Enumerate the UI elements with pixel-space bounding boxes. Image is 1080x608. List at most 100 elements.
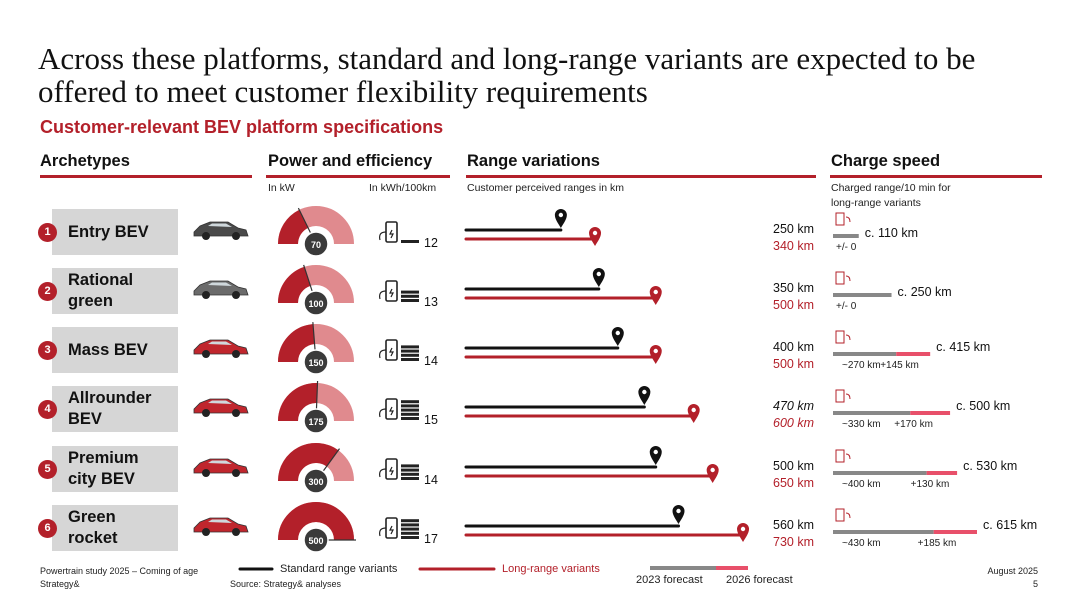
row-number-badge: 3	[38, 341, 57, 360]
charge-pictogram-icon	[835, 508, 845, 522]
archetype-name-line-1: Entry BEV	[68, 223, 149, 241]
power-gauge-fill	[278, 324, 316, 363]
long-range-pin-hole	[592, 230, 598, 236]
archetype-label: Entry BEV	[68, 222, 149, 243]
range-note: Customer perceived ranges in km	[467, 182, 624, 194]
charger-cable-icon	[379, 527, 387, 537]
charger-cable-icon	[379, 349, 387, 359]
efficiency-bar	[401, 299, 419, 302]
standard-range-pin-body	[638, 386, 651, 405]
charge-base-label: +/- 0	[836, 301, 857, 312]
standard-range-pin	[554, 209, 567, 228]
charger-bolt-icon	[389, 466, 394, 476]
charge-pictogram-cable-icon	[845, 393, 851, 400]
car-icon-window	[208, 460, 232, 464]
long-range-pin-hole	[710, 467, 715, 473]
power-gauge-hub	[303, 468, 329, 494]
charge-add-label: +185 km	[918, 538, 957, 549]
charger-bolt-icon	[389, 229, 394, 239]
car-icon-wheel-rear	[232, 232, 240, 240]
power-gauge-fill	[278, 209, 309, 245]
charger-bolt-icon	[389, 525, 394, 535]
archetype-box	[52, 446, 178, 492]
car-icon	[193, 280, 249, 299]
car-icon-wheel-front	[202, 469, 210, 477]
efficiency-value: 12	[424, 236, 438, 250]
archetype-box	[52, 268, 178, 314]
efficiency-bar	[401, 290, 419, 294]
header-divider-power	[266, 175, 450, 178]
header-archetypes: Archetypes	[40, 152, 130, 170]
archetype-name-line-1: Rational	[68, 271, 134, 289]
archetype-name-line-1: Mass BEV	[68, 341, 148, 359]
row-number-badge: 6	[38, 519, 57, 538]
efficiency-bar	[401, 358, 419, 361]
charge-total-value: c. 250 km	[898, 285, 952, 299]
archetype-label: Mass BEV	[68, 340, 148, 361]
legend-long-label: Long-range variants	[502, 563, 600, 575]
long-range-value: 500 km	[773, 357, 814, 371]
archetype-label: Green rocket	[68, 507, 118, 549]
long-range-pin	[706, 464, 719, 483]
header-divider-archetypes	[40, 175, 252, 178]
standard-range-pin	[592, 268, 605, 287]
car-icon-window	[208, 519, 232, 523]
row-number-badge: 1	[38, 223, 57, 242]
charger-bolt-icon	[389, 347, 394, 357]
long-range-pin-body	[589, 227, 602, 246]
footer-study: Powertrain study 2025 – Coming of age	[40, 566, 199, 576]
archetype-name-line-1: Premium	[68, 449, 139, 467]
header-charge: Charge speed	[831, 152, 941, 170]
long-range-value: 340 km	[773, 239, 814, 253]
car-icon-wheel-rear	[232, 409, 240, 417]
standard-range-value: 350 km	[773, 281, 814, 295]
standard-range-pin-body	[611, 327, 624, 346]
long-range-pin	[649, 286, 662, 305]
power-unit-label: In kW	[268, 182, 295, 194]
charge-note-1: Charged range/10 min for	[831, 182, 951, 194]
charge-pictogram-icon	[835, 212, 845, 226]
charge-note-2: long-range variants	[831, 197, 921, 209]
car-icon-wheel-front	[202, 232, 210, 240]
car-icon-wheel-rear	[232, 291, 240, 299]
footer-source: Source: Strategy& analyses	[230, 579, 342, 589]
header-divider-range	[466, 175, 816, 178]
efficiency-bar	[401, 531, 419, 535]
car-icon	[193, 221, 249, 240]
charge-total-value: c. 110 km	[865, 226, 918, 240]
charge-pictogram-icon	[835, 330, 845, 344]
header-range: Range variations	[467, 152, 600, 170]
standard-range-pin	[638, 386, 651, 405]
standard-range-pin-body	[672, 505, 685, 524]
efficiency-bar	[401, 417, 419, 420]
archetype-name-line-1: Allrounder	[68, 389, 152, 407]
power-value: 100	[308, 299, 323, 309]
long-range-pin-hole	[653, 289, 658, 295]
power-value: 175	[308, 417, 323, 427]
standard-range-pin	[611, 327, 624, 346]
power-value: 150	[308, 358, 323, 368]
archetype-label: Allrounder BEV	[68, 388, 151, 430]
archetype-name-line-2: green	[68, 292, 113, 310]
power-gauge-hub	[303, 290, 329, 316]
row-number-badge: 4	[38, 400, 57, 419]
archetype-name-line-2: rocket	[68, 529, 118, 547]
long-range-value: 650 km	[773, 476, 814, 490]
charge-pictogram-cable-icon	[845, 216, 851, 223]
charge-base-label: ~270 km	[842, 360, 881, 371]
footer-brand: Strategy&	[40, 579, 80, 589]
charge-base-label: +/- 0	[836, 242, 857, 253]
charge-pictogram-icon	[835, 389, 845, 403]
efficiency-bar	[401, 477, 419, 480]
power-gauge-hub	[303, 527, 329, 553]
efficiency-bar	[401, 412, 419, 416]
header-divider-charge	[830, 175, 1042, 178]
power-value: 70	[311, 240, 321, 250]
legend-standard-label: Standard range variants	[280, 563, 398, 575]
car-icon-wheel-front	[202, 409, 210, 417]
long-range-pin-body	[706, 464, 719, 483]
car-icon	[193, 339, 249, 358]
car-icon	[193, 517, 249, 536]
efficiency-bar	[401, 468, 419, 472]
long-range-pin-body	[649, 286, 662, 305]
